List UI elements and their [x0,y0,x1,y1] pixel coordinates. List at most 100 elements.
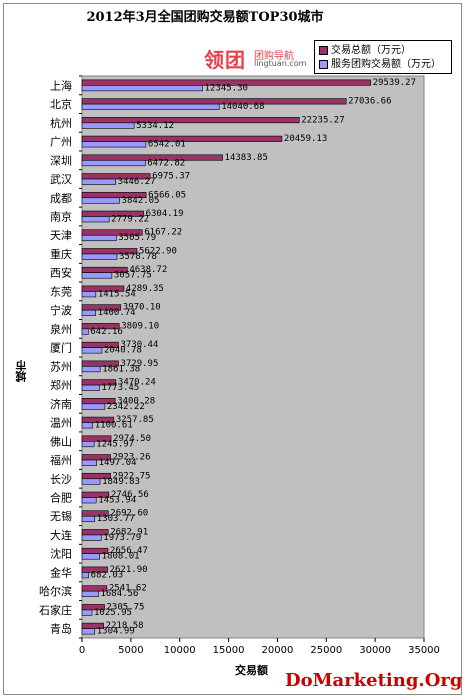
bar-service [81,366,101,373]
data-label-total: 2621.90 [110,565,148,575]
data-label-service: 1684.56 [100,589,138,599]
data-label-service: 682.03 [91,570,124,580]
bar-service [81,515,96,523]
category-label: 哈尔滨 [39,584,72,598]
bar-service [81,103,220,110]
bar-service [81,609,93,616]
bar-service [81,497,97,504]
data-label-total: 2541.62 [109,584,147,594]
category-label: 上海 [50,78,72,92]
data-label-total: 2974.50 [113,434,151,444]
category-label: 合肥 [50,491,72,505]
data-label-total: 3470.24 [118,378,156,388]
bar-service [81,478,101,485]
data-label-service: 3446.27 [118,177,156,187]
x-tick-label: 35000 [408,645,440,656]
legend-swatch-total [319,45,328,55]
data-label-service: 1303.77 [97,514,135,524]
data-label-service: 3578.78 [119,252,157,262]
data-label-total: 6304.19 [146,209,184,219]
data-label-service: 3505.79 [118,233,156,243]
data-label-total: 29539.27 [373,78,416,88]
data-label-total: 3257.85 [116,415,154,425]
bar-total [81,173,151,180]
bar-service [81,216,110,223]
data-label-service: 12345.30 [205,83,248,93]
bar-service [81,553,100,560]
bar-service [81,272,113,279]
category-label: 广州 [50,136,72,149]
legend-item-total: 交易总额（万元） [319,44,411,58]
category-label: 北京 [50,97,72,111]
data-label-service: 1400.74 [98,308,136,318]
category-label: 佛山 [50,435,72,448]
category-label: 杭州 [50,116,72,130]
legend: 交易总额（万元） 服务团购交易额（万元） [314,40,452,74]
category-label: 沈阳 [50,547,72,561]
data-label-service: 14040.68 [221,102,264,112]
legend-item-service: 服务团购交易额（万元） [319,58,441,72]
logo-url: lingtuan.com [254,59,307,68]
x-tick-label: 5000 [118,645,143,656]
bar-total [81,566,108,573]
data-label-total: 2656.47 [110,546,148,556]
bar-service [81,422,94,429]
data-label-total: 6566.05 [148,190,186,200]
category-label: 无锡 [50,509,72,523]
legend-label-service: 服务团购交易额（万元） [331,59,441,70]
data-label-service: 1861.38 [102,364,140,374]
category-label: 青岛 [50,622,72,636]
data-label-total: 2746.56 [111,490,149,500]
data-label-total: 3970.10 [123,303,161,313]
data-label-total: 4289.35 [126,284,164,294]
data-label-service: 6472.82 [147,158,185,168]
watermark: DoMarketing.Org [285,670,463,691]
data-label-total: 27036.66 [348,97,391,107]
data-label-total: 5622.90 [139,246,177,256]
category-label: 重庆 [50,247,72,261]
data-label-total: 3729.95 [120,359,158,369]
bar-service [81,328,89,335]
bar-service [81,440,95,448]
data-label-service: 6542.01 [148,140,186,150]
category-label: 大连 [50,528,72,542]
category-label: 泉州 [50,322,72,336]
logo-text: 领团 [204,48,246,72]
data-label-service: 5334.12 [136,121,174,131]
data-label-total: 4638.72 [129,265,167,275]
data-label-total: 2218.58 [106,621,144,631]
x-tick-label: 10000 [164,645,196,656]
data-label-service: 1025.95 [94,608,132,618]
x-tick-label: 25000 [310,645,342,656]
bar-service [81,141,147,148]
category-label: 石家庄 [39,603,72,617]
bar-service [81,628,96,635]
data-label-service: 642.16 [90,327,123,337]
category-label: 长沙 [50,473,72,486]
data-label-total: 6975.37 [152,172,190,182]
legend-swatch-service [319,59,328,69]
category-label: 西安 [50,266,72,280]
bar-service [81,85,203,92]
bar-total [81,323,120,330]
data-label-total: 3730.44 [120,340,158,350]
data-label-service: 1245.97 [96,439,134,449]
category-label: 济南 [50,397,72,411]
category-label: 厦门 [50,341,72,355]
data-label-service: 1453.94 [98,496,136,506]
category-label: 武汉 [50,173,72,186]
category-label: 福州 [50,453,72,467]
bar-service [81,347,103,354]
y-axis-title: 城市 [15,360,28,382]
data-label-service: 1100.61 [95,421,133,431]
bar-service [81,122,135,129]
data-label-service: 3057.75 [114,271,152,281]
logo-subtitle: 团购导航 [254,51,294,62]
category-label: 郑州 [50,378,72,392]
bar-service [81,459,97,466]
category-label: 东莞 [50,285,72,298]
data-label-total: 6167.22 [144,228,182,238]
category-label: 深圳 [50,154,72,167]
category-label: 温州 [50,417,72,430]
